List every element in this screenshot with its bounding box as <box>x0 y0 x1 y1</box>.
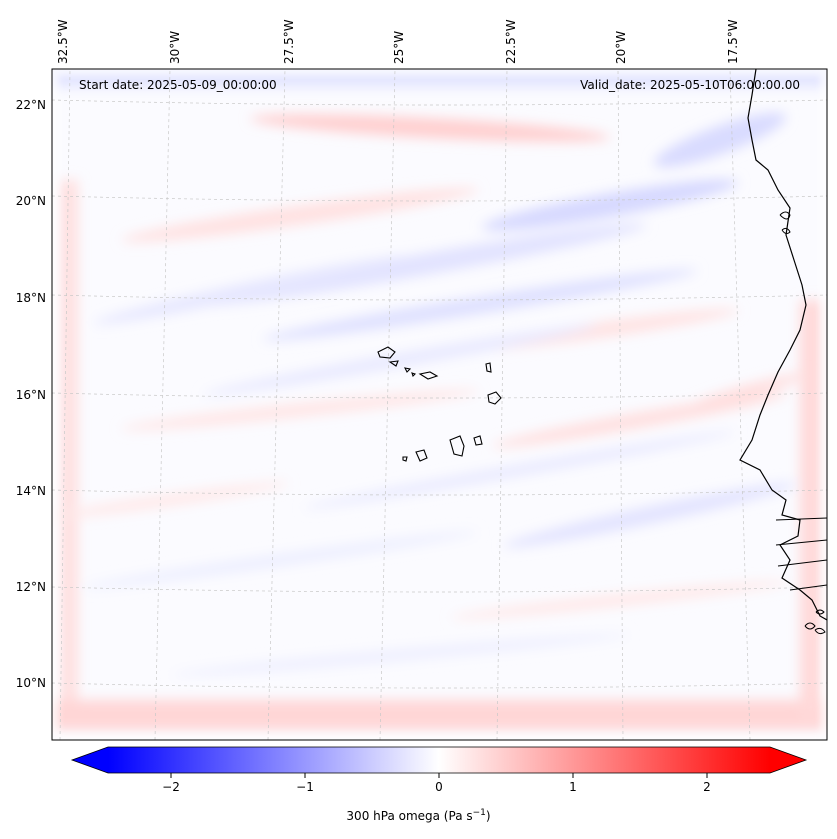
boundary-bands <box>52 69 827 730</box>
canary-island <box>779 211 791 235</box>
bijagos-islands <box>804 609 826 635</box>
lat-tick-label: 18°N <box>15 291 46 305</box>
colorbar-min-extend <box>72 747 108 773</box>
colorbar-tick-label: −1 <box>296 780 314 794</box>
cape-verde-islands <box>377 346 502 462</box>
omega-streaks <box>52 112 808 676</box>
lon-tick-label: 30°W <box>168 30 182 64</box>
colorbar-tick-label: −2 <box>162 780 180 794</box>
graticule <box>52 69 827 740</box>
colorbar-label-close: ) <box>485 809 491 823</box>
colorbar-tick-label: 1 <box>569 780 577 794</box>
senegal-coast-detail <box>775 517 827 591</box>
colorbar-tick-label: 2 <box>703 780 711 794</box>
colorbar-tick-label: 0 <box>435 780 443 794</box>
lat-tick-label: 20°N <box>15 194 46 208</box>
map-frame <box>51 68 828 741</box>
colorbar <box>70 746 808 778</box>
lat-tick-label: 16°N <box>15 388 46 402</box>
lon-tick-label: 17.5°W <box>726 19 740 64</box>
colorbar-label-exponent: −1 <box>472 808 486 818</box>
lat-tick-label: 12°N <box>15 580 46 594</box>
colorbar-gradient <box>108 747 770 773</box>
colorbar-max-extend <box>770 747 806 773</box>
lat-tick-label: 10°N <box>15 676 46 690</box>
start-date-label: Start date: 2025-05-09_00:00:00 <box>79 78 277 92</box>
lon-tick-label: 27.5°W <box>282 19 296 64</box>
colorbar-label-text: 300 hPa omega (Pa s <box>346 809 473 823</box>
colorbar-label: 300 hPa omega (Pa s−1) <box>0 808 837 823</box>
lon-tick-label: 32.5°W <box>56 19 70 64</box>
omega-field <box>52 69 827 740</box>
lat-tick-label: 22°N <box>15 98 46 112</box>
lat-tick-label: 14°N <box>15 484 46 498</box>
valid-date-label: Valid_date: 2025-05-10T06:00:00.00 <box>580 78 800 92</box>
lon-tick-label: 22.5°W <box>504 19 518 64</box>
lon-tick-label: 25°W <box>392 30 406 64</box>
lon-tick-label: 20°W <box>614 30 628 64</box>
africa-coastline <box>739 69 827 621</box>
